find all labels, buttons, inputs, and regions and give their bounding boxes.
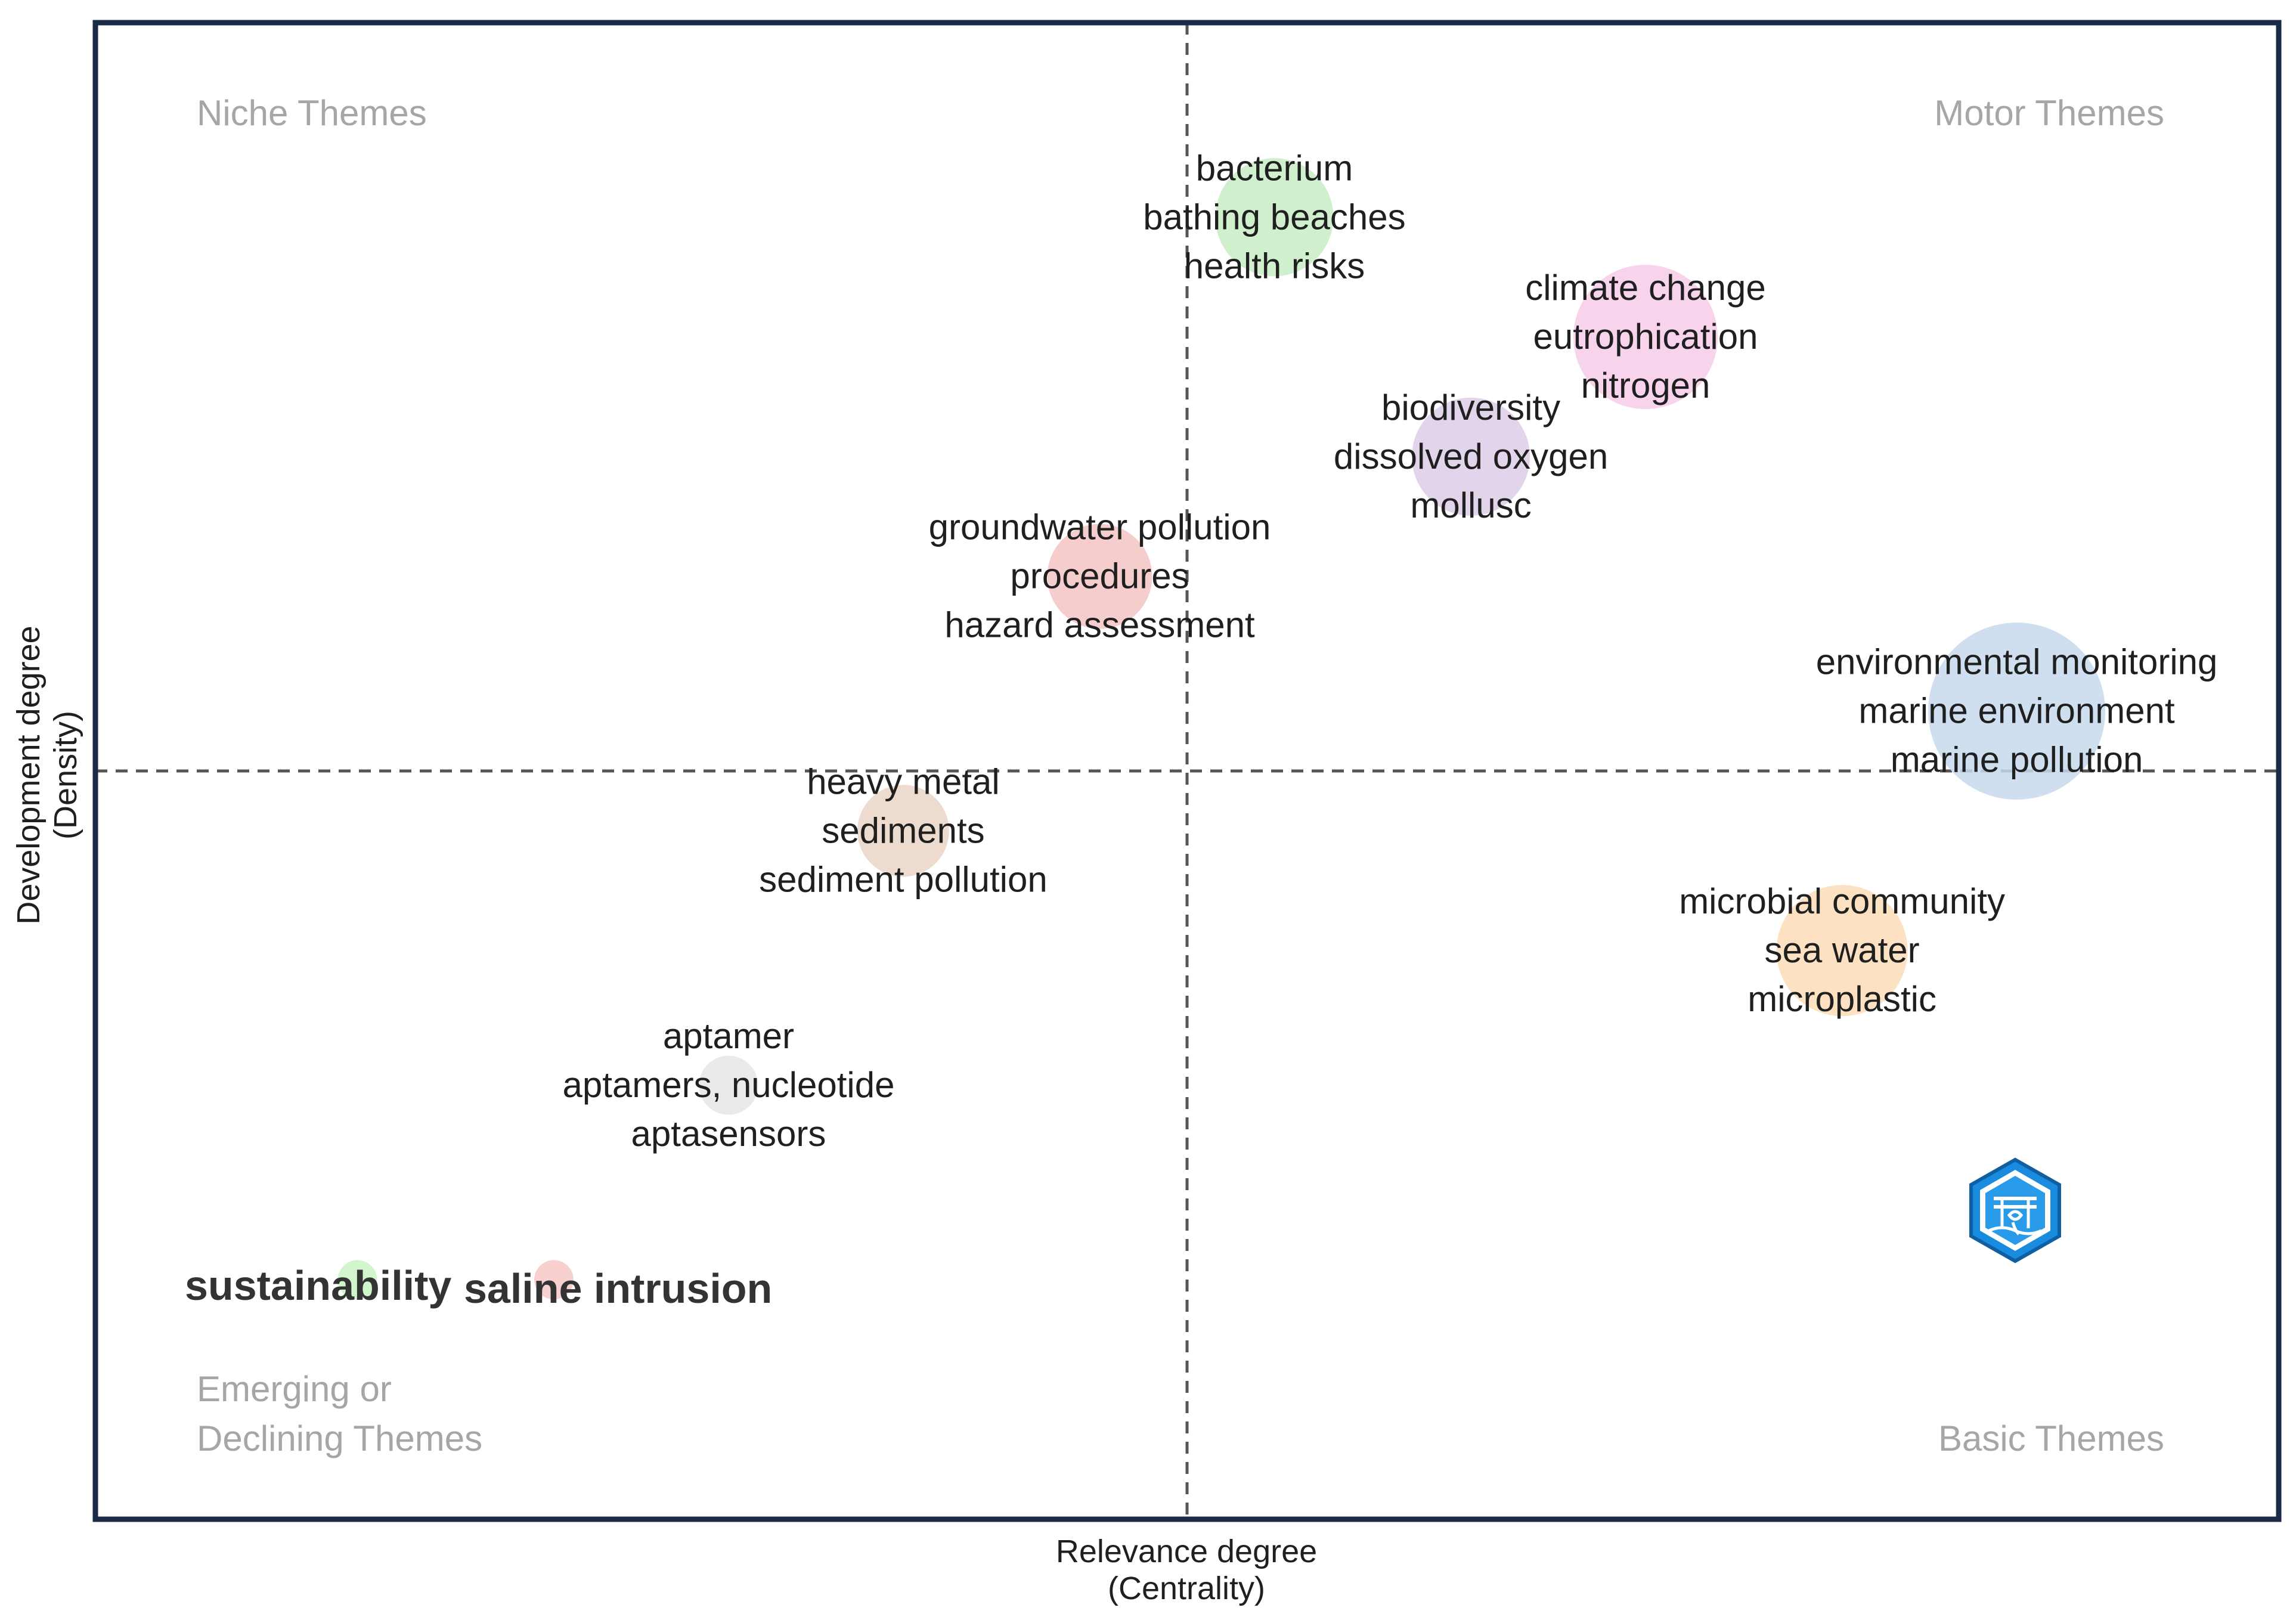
cluster-bubble-climate-change: [1573, 265, 1718, 410]
cluster-label-biodiversity: dissolved oxygen: [1334, 436, 1608, 476]
cluster-label-microbial: sea water: [1765, 930, 1920, 970]
cluster-label-biodiversity: mollusc: [1410, 485, 1531, 525]
cluster-label-saline-intrusion: saline intrusion: [464, 1265, 772, 1312]
cluster-label-groundwater: procedures: [1010, 556, 1189, 596]
cluster-bubble-sustainability: [337, 1260, 377, 1300]
quadrant-label-top-left: Niche Themes: [197, 93, 427, 133]
cluster-label-aptamer: aptamer: [663, 1016, 794, 1056]
quadrant-label-bottom-left: Emerging or: [197, 1369, 392, 1409]
cluster-bubble-biodiversity: [1412, 397, 1530, 516]
cluster-label-environmental-monitoring: marine environment: [1858, 691, 2175, 731]
cluster-label-bacterium: bathing beaches: [1143, 197, 1405, 237]
cluster-label-bacterium: health risks: [1184, 246, 1365, 286]
cluster-label-sustainability: sustainability: [185, 1262, 451, 1309]
quadrant-label-bottom-right: Basic Themes: [1938, 1418, 2164, 1458]
y-axis-title: Development degree: [11, 625, 47, 924]
cluster-label-groundwater: hazard assessment: [944, 605, 1255, 645]
cluster-bubble-bacterium: [1215, 158, 1334, 277]
cluster-label-heavy-metal: sediments: [822, 810, 984, 850]
cluster-bubble-groundwater: [1047, 524, 1152, 629]
cluster-label-heavy-metal: heavy metal: [807, 761, 1000, 801]
quadrant-label-top-right: Motor Themes: [1934, 93, 2164, 133]
cluster-bubble-microbial: [1776, 885, 1908, 1017]
cluster-label-climate-change: climate change: [1525, 268, 1766, 308]
cluster-label-bacterium: bacterium: [1196, 148, 1353, 188]
cluster-label-aptamer: aptamers, nucleotide: [562, 1065, 894, 1105]
cluster-label-environmental-monitoring: marine pollution: [1891, 740, 2143, 780]
plot-frame: [92, 20, 2282, 1522]
x-axis-title: Relevance degree: [1056, 1534, 1317, 1569]
cluster-bubble-environmental-monitoring: [1928, 622, 2106, 800]
cluster-label-microbial: microplastic: [1747, 979, 1936, 1019]
quadrant-label-bottom-left: Declining Themes: [197, 1418, 482, 1458]
cluster-label-microbial: microbial community: [1679, 881, 2005, 921]
logo-icon: [1969, 1157, 2061, 1263]
cluster-label-environmental-monitoring: environmental monitoring: [1816, 642, 2218, 682]
cluster-bubble-saline-intrusion: [534, 1260, 574, 1300]
cluster-label-climate-change: nitrogen: [1581, 366, 1711, 405]
cluster-label-aptamer: aptasensors: [631, 1114, 826, 1154]
y-axis-subtitle: (Density): [48, 711, 83, 840]
cluster-bubble-aptamer: [699, 1055, 758, 1115]
cluster-label-heavy-metal: sediment pollution: [759, 859, 1048, 899]
cluster-label-biodiversity: biodiversity: [1381, 388, 1560, 428]
cluster-label-groundwater: groundwater pollution: [929, 507, 1271, 547]
cluster-label-climate-change: eutrophication: [1533, 317, 1758, 357]
cluster-bubble-heavy-metal: [857, 785, 949, 877]
x-axis-subtitle: (Centrality): [1108, 1571, 1265, 1606]
